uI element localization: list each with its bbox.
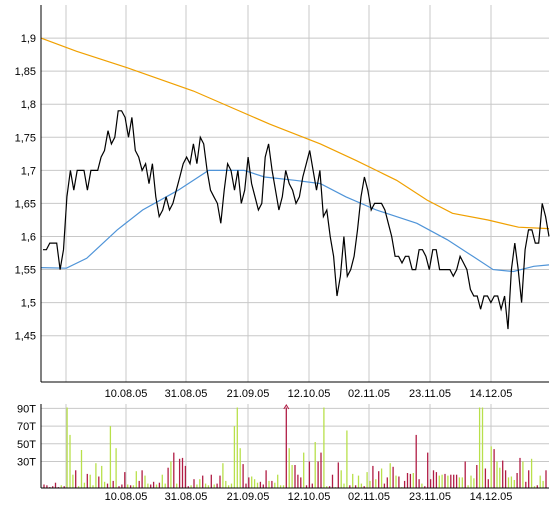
volume-y-tick-label: 50T	[17, 439, 36, 451]
price-x-tick-label: 12.10.05	[288, 388, 331, 400]
price-x-tick-label: 21.09.05	[227, 388, 270, 400]
volume-x-tick-label: 02.11.05	[348, 491, 390, 503]
price-chart-series	[40, 37, 550, 330]
price-y-tick-label: 1,8	[21, 99, 36, 111]
volume-y-tick-label: 30T	[17, 456, 36, 468]
volume-overflow-arrow	[283, 404, 290, 410]
price-y-tick-label: 1,65	[15, 198, 36, 210]
price-y-axis-ticks: 1,45 1,5 1,55 1,6 1,65 1,7 1,75 1,8 1,85 1,9	[15, 33, 36, 343]
volume-chart-grid	[41, 404, 549, 488]
price-y-tick-label: 1,55	[15, 265, 36, 277]
volume-x-tick-label: 14.12.05	[470, 491, 513, 503]
price-y-tick-label: 1,6	[21, 231, 36, 243]
ma_long-line	[40, 37, 550, 230]
price-y-tick-label: 1,9	[21, 33, 36, 45]
price-line	[43, 110, 550, 330]
price-x-tick-label: 02.11.05	[348, 388, 390, 400]
volume-chart-frame	[40, 404, 549, 489]
price-y-tick-label: 1,5	[21, 298, 36, 310]
volume-x-tick-label: 23.11.05	[409, 491, 451, 503]
volume-x-axis-ticks: 10.08.05 31.08.05 21.09.05 12.10.05 02.11.05…	[105, 491, 513, 503]
volume-y-axis-ticks: 30T 50T 70T 90T	[17, 403, 36, 468]
volume-x-tick-label: 31.08.05	[165, 491, 208, 503]
price-x-tick-label: 23.11.05	[409, 388, 451, 400]
volume-y-tick-label: 70T	[17, 421, 36, 433]
price-y-tick-label: 1,85	[15, 66, 36, 78]
volume-y-tick-label: 90T	[17, 403, 36, 415]
price-chart-frame	[40, 5, 549, 383]
price-y-tick-label: 1,45	[15, 331, 36, 343]
price-x-tick-label: 31.08.05	[165, 388, 208, 400]
volume-x-tick-label: 12.10.05	[288, 491, 331, 503]
volume-bars	[43, 404, 547, 488]
ma_short-line	[40, 169, 550, 273]
price-y-tick-label: 1,7	[21, 165, 36, 177]
price-chart-grid	[41, 5, 549, 382]
price-x-tick-label: 10.08.05	[105, 388, 148, 400]
price-x-axis-ticks: 10.08.05 31.08.05 21.09.05 12.10.05 02.11.05…	[105, 388, 513, 400]
volume-x-tick-label: 10.08.05	[105, 491, 148, 503]
price-y-tick-label: 1,75	[15, 132, 36, 144]
volume-x-tick-label: 21.09.05	[227, 491, 270, 503]
price-x-tick-label: 14.12.05	[470, 388, 513, 400]
